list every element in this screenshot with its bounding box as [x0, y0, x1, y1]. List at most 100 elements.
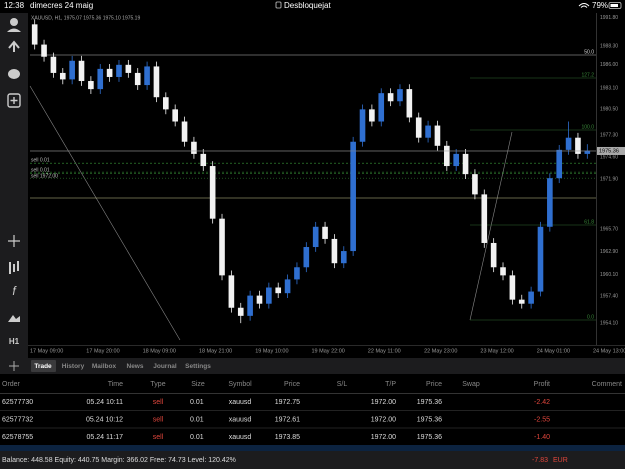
cell-tp: 1972.00	[371, 434, 396, 441]
tab[interactable]: Settings	[185, 363, 211, 370]
candle-body	[209, 166, 216, 219]
candle-body	[359, 109, 366, 142]
candle-body	[97, 68, 104, 90]
date-label: 18 May 21:00	[199, 348, 232, 354]
timeframe[interactable]: H1	[9, 337, 20, 346]
tab[interactable]: Mailbox	[92, 363, 117, 370]
tab-selected-bg	[31, 360, 56, 372]
column-header: Type	[150, 381, 165, 388]
add-tab[interactable]	[9, 361, 19, 371]
candle-body	[275, 287, 282, 294]
cell-symbol: xauusd	[229, 416, 252, 423]
tab[interactable]: History	[62, 363, 85, 370]
cell-size: 0.01	[190, 399, 204, 406]
candle-body	[518, 299, 525, 304]
order-label: sell 0.01	[31, 167, 50, 173]
price-label: 1971.90	[600, 176, 618, 182]
candle-body	[237, 307, 244, 316]
lock-icon	[275, 1, 282, 9]
objects-icon[interactable]	[8, 315, 20, 322]
candle-body	[125, 64, 132, 73]
date-label: 18 May 09:00	[143, 348, 176, 354]
candle-body	[490, 242, 497, 268]
candle-body	[415, 117, 422, 138]
cell-current: 1975.36	[417, 399, 442, 406]
candle-body	[584, 150, 591, 154]
column-header: Symbol	[228, 381, 252, 388]
candle-body	[387, 93, 394, 102]
candle-body	[397, 89, 403, 102]
account-icon[interactable]	[10, 18, 18, 26]
footer-bg	[0, 451, 625, 469]
candle-body	[547, 178, 553, 227]
column-header: Swap	[462, 381, 480, 388]
price-label: 1991.80	[600, 15, 618, 21]
price-label: 1965.70	[600, 227, 618, 233]
current-price: 1975.36	[599, 148, 619, 154]
tab[interactable]: Trade	[34, 363, 52, 370]
candle-body	[556, 149, 563, 179]
price-label: 1954.10	[600, 320, 618, 326]
chart-area	[28, 13, 597, 345]
status-battery: 79%	[592, 1, 608, 10]
fibo-trend	[469, 131, 513, 321]
candle-body	[500, 267, 506, 276]
candle-body	[312, 226, 319, 248]
candle-body	[481, 194, 488, 243]
trade-icon[interactable]	[8, 40, 20, 52]
cell-tp: 1972.00	[371, 416, 396, 423]
date-label: 22 May 23:00	[424, 348, 457, 354]
candle-body	[453, 153, 459, 167]
cell-order[interactable]: 62577732	[2, 416, 33, 423]
candle-body	[172, 109, 178, 122]
order-label: sell 1972.00	[31, 173, 58, 179]
total-profit: -7.83	[532, 457, 548, 464]
candle-body	[425, 125, 431, 138]
cell-profit: -2.55	[534, 416, 550, 423]
candle-body	[294, 267, 300, 280]
cell-time: 05.24 10:12	[86, 416, 123, 423]
candle-body	[444, 145, 450, 167]
candle-body	[228, 275, 235, 308]
candle-body	[462, 153, 469, 175]
date-label: 24 May 13:00	[593, 348, 625, 354]
toolbar	[0, 13, 28, 358]
tab[interactable]: News	[127, 363, 144, 370]
chat-icon[interactable]	[8, 69, 20, 79]
cell-current: 1975.36	[417, 434, 442, 441]
column-header: S/L	[337, 381, 348, 388]
tab[interactable]: Journal	[153, 363, 177, 370]
candle-body	[247, 295, 253, 316]
candle-body	[340, 251, 347, 264]
table-header-bg	[0, 374, 625, 394]
new-order-plus	[10, 97, 18, 104]
cell-order[interactable]: 62577730	[2, 399, 33, 406]
price-label: 1988.30	[600, 44, 618, 50]
new-order-icon[interactable]	[7, 93, 21, 108]
function-icon[interactable]: f	[12, 284, 17, 298]
column-header: Order	[2, 381, 21, 388]
candle-body	[200, 153, 207, 167]
indicator-icon[interactable]	[9, 261, 19, 274]
fib-label: 0.0	[587, 314, 594, 320]
status-center: Desbloquejat	[284, 1, 331, 10]
status-date: dimecres 24 maig	[30, 1, 93, 10]
cell-type: sell	[153, 434, 164, 441]
candle-body	[144, 66, 150, 86]
cell-order[interactable]: 62578755	[2, 434, 33, 441]
cell-time: 05.24 10:11	[87, 399, 124, 406]
date-label: 19 May 10:00	[255, 348, 288, 354]
crosshair-icon[interactable]	[8, 235, 20, 247]
price-label: 1957.40	[600, 294, 618, 300]
price-label: 1977.30	[600, 133, 618, 139]
candle-body	[537, 226, 544, 292]
candle-body	[106, 68, 113, 77]
candle-body	[50, 56, 57, 73]
date-label: 24 May 01:00	[537, 348, 570, 354]
cell-time: 05.24 11:17	[87, 434, 124, 441]
candle-body	[378, 93, 385, 122]
column-header: Profit	[534, 381, 550, 388]
tabs-bar	[0, 358, 625, 374]
cell-tp: 1972.00	[371, 399, 396, 406]
column-header: Size	[191, 381, 205, 388]
